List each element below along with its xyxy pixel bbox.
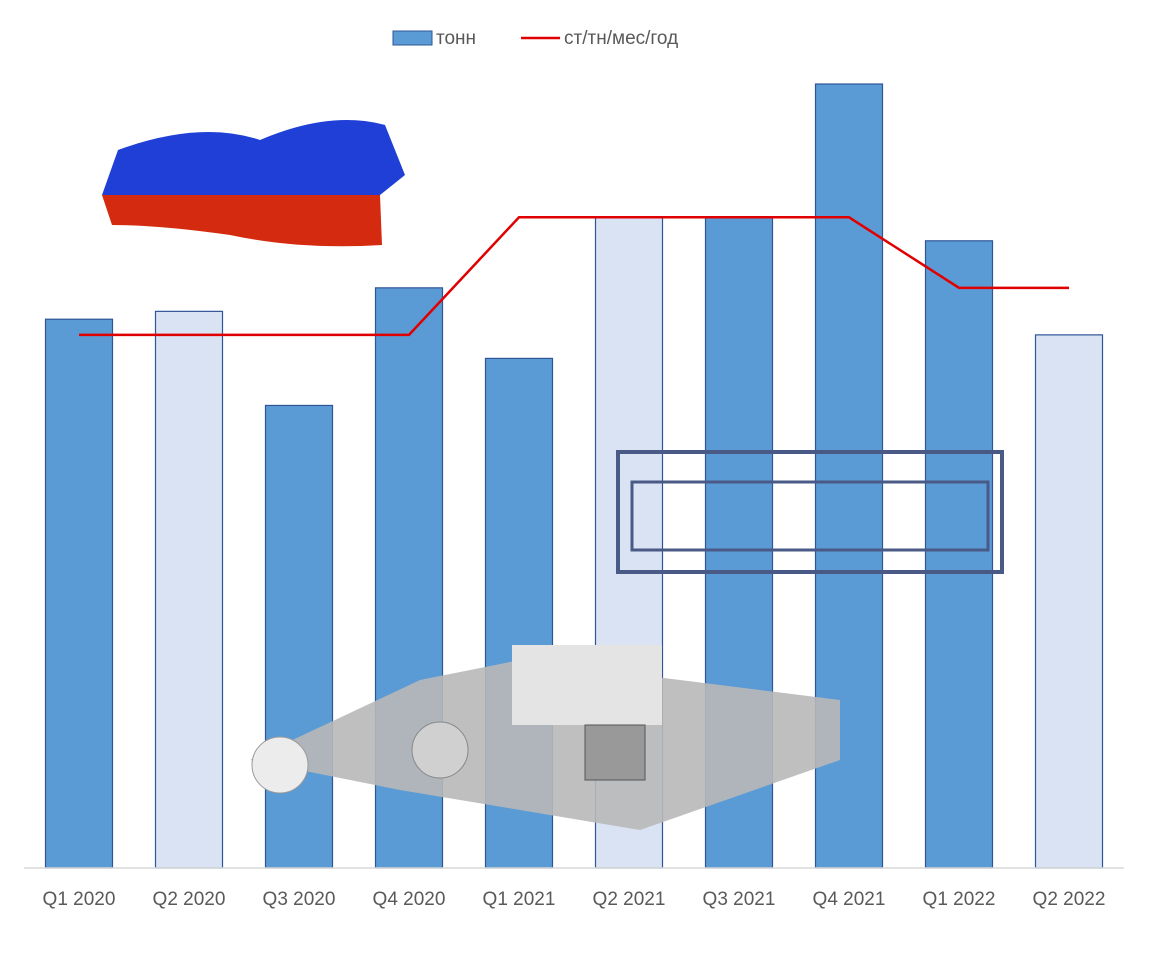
bar xyxy=(44,318,114,869)
x-tick-label: Q4 2021 xyxy=(813,889,886,910)
x-tick-label: Q2 2020 xyxy=(153,889,226,910)
x-tick-label: Q3 2021 xyxy=(703,889,776,910)
x-tick-label: Q1 2022 xyxy=(923,889,996,910)
legend-label: ст/тн/мес/год xyxy=(564,28,678,49)
bar xyxy=(264,404,334,869)
x-tick-label: Q2 2021 xyxy=(593,889,666,910)
x-tick-label: Q4 2020 xyxy=(373,889,446,910)
legend-label: тонн xyxy=(436,28,476,49)
bar xyxy=(924,240,994,869)
legend-swatch xyxy=(392,30,433,46)
x-tick-label: Q2 2022 xyxy=(1033,889,1106,910)
x-tick-label: Q1 2021 xyxy=(483,889,556,910)
line xyxy=(79,216,1069,337)
decoration xyxy=(102,120,1004,830)
x-tick-label: Q3 2020 xyxy=(263,889,336,910)
bar xyxy=(1034,334,1104,869)
bar xyxy=(154,310,224,869)
x-tick-label: Q1 2020 xyxy=(43,889,116,910)
